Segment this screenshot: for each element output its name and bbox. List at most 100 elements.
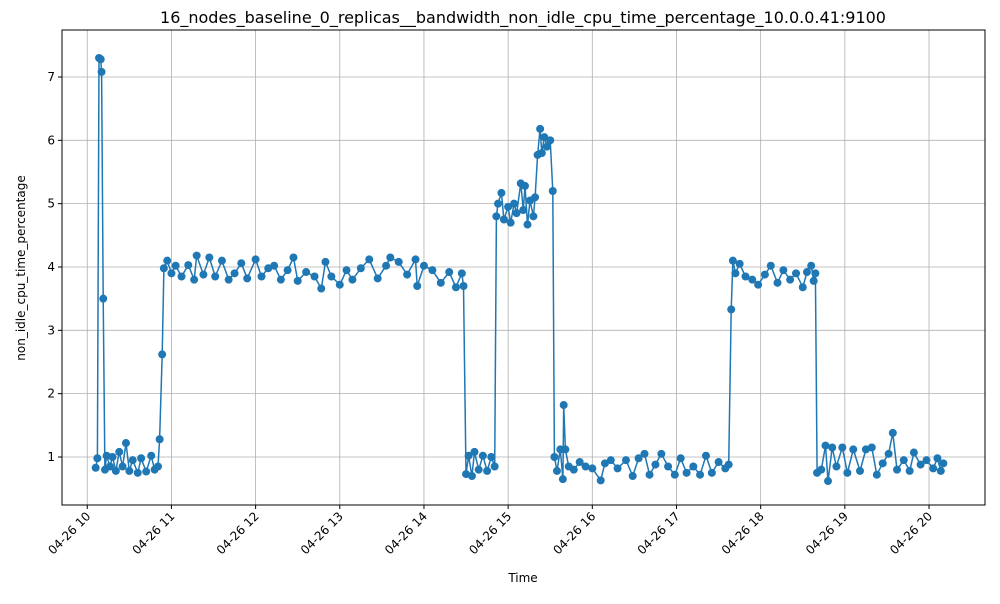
data-point: [348, 275, 357, 284]
data-point: [289, 253, 298, 262]
data-point: [701, 451, 710, 460]
data-point: [792, 269, 801, 278]
data-point: [696, 470, 705, 479]
data-point: [121, 439, 130, 448]
data-point: [773, 278, 782, 287]
data-point: [843, 468, 852, 477]
data-point: [520, 181, 529, 190]
data-point: [137, 454, 146, 463]
data-point: [872, 470, 881, 479]
data-point: [884, 449, 893, 458]
data-point: [133, 468, 142, 477]
data-point: [494, 199, 503, 208]
data-point: [321, 257, 330, 266]
data-point: [714, 458, 723, 467]
data-point: [293, 276, 302, 285]
data-point: [224, 275, 233, 284]
data-point: [909, 448, 918, 457]
data-point: [327, 272, 336, 281]
x-tick-label: 04-26 11: [130, 509, 178, 557]
data-point: [531, 193, 540, 202]
data-point: [451, 283, 460, 292]
data-point: [540, 133, 549, 142]
data-point: [936, 466, 945, 475]
data-point: [373, 274, 382, 283]
data-point: [634, 454, 643, 463]
data-point: [807, 261, 816, 270]
data-point: [118, 462, 127, 471]
data-point: [155, 435, 164, 444]
data-point: [537, 148, 546, 157]
data-point: [828, 443, 837, 452]
data-point: [276, 275, 285, 284]
x-tick-label: 04-26 16: [550, 509, 598, 557]
data-point: [606, 456, 615, 465]
data-point: [596, 476, 605, 485]
data-point: [310, 272, 319, 281]
data-point: [96, 55, 105, 64]
data-point: [445, 268, 454, 277]
data-point: [731, 269, 740, 278]
data-point: [93, 454, 102, 463]
data-point: [497, 188, 506, 197]
data-point: [561, 445, 570, 454]
data-point: [499, 215, 508, 224]
data-point: [428, 266, 437, 275]
y-tick-label: 5: [47, 197, 55, 211]
y-tick-label: 6: [47, 133, 55, 147]
data-point: [689, 462, 698, 471]
data-point: [483, 466, 492, 475]
data-point: [158, 350, 167, 359]
data-point: [552, 466, 561, 475]
data-point: [855, 466, 864, 475]
data-point: [754, 280, 763, 289]
data-point: [766, 261, 775, 270]
data-point: [529, 212, 538, 221]
x-tick-label: 04-26 10: [45, 509, 93, 557]
data-point: [548, 186, 557, 195]
data-point: [510, 199, 519, 208]
data-point: [403, 270, 412, 279]
data-point: [933, 454, 942, 463]
data-point: [199, 270, 208, 279]
data-point: [899, 456, 908, 465]
data-point: [478, 451, 487, 460]
data-point: [682, 468, 691, 477]
x-tick-label: 04-26 19: [803, 509, 851, 557]
data-point: [237, 259, 246, 268]
data-point: [504, 202, 513, 211]
data-point: [569, 465, 578, 474]
data-point: [436, 278, 445, 287]
data-point: [760, 270, 769, 279]
data-point: [905, 466, 914, 475]
data-point: [588, 464, 597, 473]
data-point: [811, 269, 820, 278]
data-point: [651, 460, 660, 469]
y-tick-label: 1: [47, 450, 55, 464]
data-point: [929, 464, 938, 473]
data-point: [184, 261, 193, 270]
data-point: [99, 294, 108, 303]
data-point: [342, 266, 351, 275]
data-point: [613, 464, 622, 473]
data-point: [115, 447, 124, 456]
data-point: [821, 441, 830, 450]
data-point: [546, 136, 555, 145]
data-point: [467, 471, 476, 480]
x-tick-label: 04-26 14: [382, 509, 430, 557]
data-point: [167, 269, 176, 278]
data-point: [153, 462, 162, 471]
data-point: [283, 266, 292, 275]
data-point: [365, 255, 374, 264]
data-point: [159, 264, 168, 273]
data-point: [922, 456, 931, 465]
data-point: [108, 452, 117, 461]
data-point: [171, 261, 180, 270]
data-point: [470, 447, 479, 456]
data-point: [91, 463, 100, 472]
data-point: [849, 445, 858, 454]
data-point: [628, 471, 637, 480]
data-point: [817, 465, 826, 474]
data-point: [506, 218, 515, 227]
data-point: [474, 465, 483, 474]
